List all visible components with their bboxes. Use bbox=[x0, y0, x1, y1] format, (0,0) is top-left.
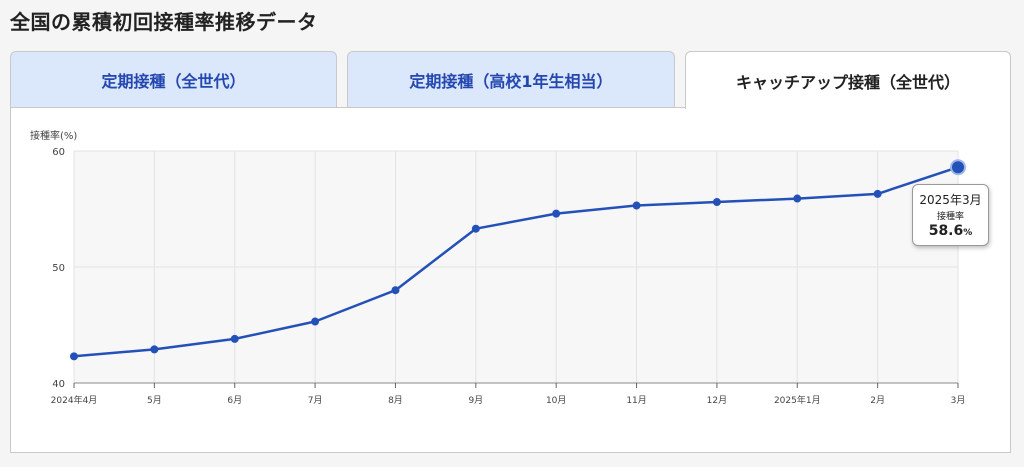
data-point[interactable] bbox=[552, 209, 561, 218]
data-tooltip: 2025年3月 接種率 58.6% bbox=[912, 184, 989, 246]
series-line bbox=[73, 166, 959, 358]
data-point[interactable] bbox=[873, 189, 882, 198]
data-point[interactable] bbox=[70, 352, 78, 361]
y-tick-label: 60 bbox=[52, 147, 65, 158]
y-axis-label: 接種率(%) bbox=[30, 129, 77, 142]
x-tick-label: 3月 bbox=[951, 395, 966, 406]
x-tick-label: 5月 bbox=[147, 395, 162, 406]
data-point[interactable] bbox=[632, 201, 641, 210]
data-point[interactable] bbox=[471, 224, 480, 233]
x-tick-label: 11月 bbox=[626, 395, 646, 406]
x-tick-label: 2024年4月 bbox=[51, 394, 98, 406]
x-tick-label: 2月 bbox=[870, 395, 885, 406]
x-tick-label: 8月 bbox=[388, 395, 403, 406]
x-tick-label: 10月 bbox=[546, 395, 566, 406]
x-tick-label: 12月 bbox=[707, 395, 727, 406]
tooltip-unit: % bbox=[963, 228, 973, 238]
tab-routine-highschool[interactable]: 定期接種（高校1年生相当） bbox=[347, 51, 675, 107]
data-point[interactable] bbox=[150, 345, 159, 354]
page-title: 全国の累積初回接種率推移データ bbox=[10, 10, 318, 34]
tab-bar: 定期接種（全世代） 定期接種（高校1年生相当） キャッチアップ接種（全世代） bbox=[10, 51, 1011, 109]
data-point[interactable] bbox=[391, 286, 400, 295]
tooltip-label: 接種率 bbox=[936, 212, 964, 222]
tooltip-date: 2025年3月 bbox=[919, 193, 982, 207]
x-tick-label: 7月 bbox=[308, 395, 323, 406]
tab-routine-all[interactable]: 定期接種（全世代） bbox=[10, 51, 337, 107]
x-tick-label: 9月 bbox=[468, 395, 483, 406]
data-point[interactable] bbox=[952, 161, 964, 174]
y-tick-label: 40 bbox=[52, 379, 65, 390]
tooltip-value: 58.6 bbox=[928, 223, 964, 239]
data-point[interactable] bbox=[311, 317, 320, 326]
data-point[interactable] bbox=[712, 198, 721, 207]
y-tick-label: 50 bbox=[52, 263, 65, 274]
x-tick-label: 6月 bbox=[227, 395, 242, 406]
data-point[interactable] bbox=[230, 334, 239, 343]
x-tick-label: 2025年1月 bbox=[774, 394, 821, 406]
data-point[interactable] bbox=[793, 194, 802, 203]
tooltip-value-row: 58.6% bbox=[913, 223, 988, 239]
tab-catchup-all[interactable]: キャッチアップ接種（全世代） bbox=[685, 51, 1011, 109]
